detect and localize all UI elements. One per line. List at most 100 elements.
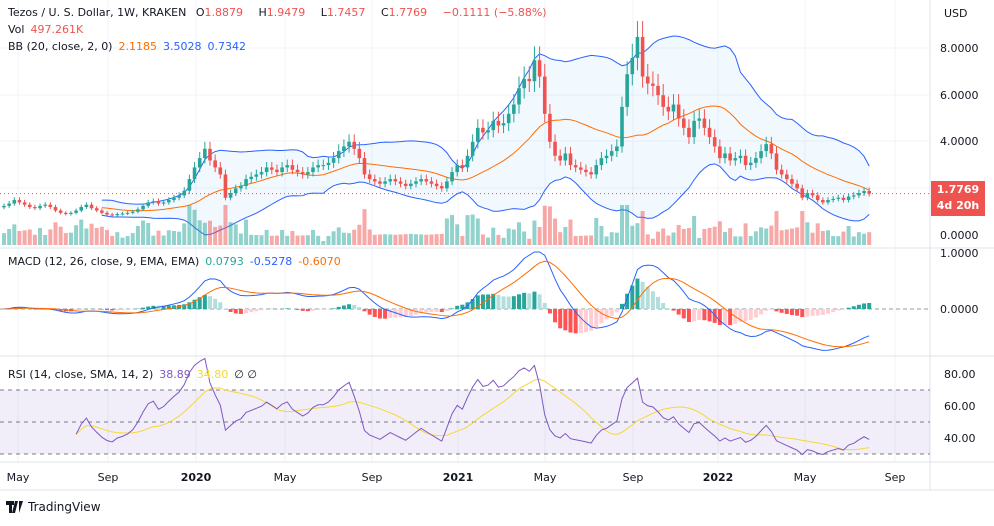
candle	[785, 174, 789, 180]
candle	[161, 202, 166, 204]
volume-bar	[171, 231, 176, 245]
volume-bar	[295, 235, 300, 245]
candle	[630, 57, 635, 75]
macd-histogram-bar	[408, 309, 413, 317]
volume-label: Vol	[8, 23, 25, 36]
macd-histogram-bar	[501, 296, 506, 309]
candle	[326, 162, 331, 166]
macd-histogram-bar	[517, 294, 521, 309]
candle	[146, 202, 150, 206]
candle	[285, 165, 290, 168]
candle	[17, 200, 22, 203]
candle	[331, 158, 336, 163]
volume-bar	[491, 227, 496, 245]
macd-histogram-bar	[666, 308, 671, 309]
volume-bar	[676, 224, 681, 245]
macd-histogram-bar	[233, 309, 238, 314]
macd-histogram-bar	[656, 296, 661, 309]
volume-bar	[38, 227, 43, 245]
volume-bar	[202, 222, 207, 245]
volume-bar	[820, 231, 825, 245]
candle	[130, 211, 135, 213]
rsi-value: 38.89	[159, 368, 191, 381]
candle	[867, 191, 871, 194]
macd-histogram-bar	[851, 306, 856, 309]
candle	[579, 167, 583, 170]
macd-histogram-bar	[424, 309, 429, 313]
macd-histogram-bar	[480, 294, 485, 309]
volume-bar	[826, 230, 830, 245]
volume-bar	[17, 231, 22, 245]
volume-bar	[105, 229, 109, 245]
volume-bar	[527, 238, 532, 245]
macd-histogram-bar	[779, 309, 784, 313]
candle	[754, 158, 758, 163]
macd-histogram-bar	[815, 309, 820, 316]
volume-bar	[99, 226, 104, 245]
macd-value: -0.5278	[249, 255, 293, 268]
candle	[192, 167, 197, 180]
bb-basis-line	[101, 105, 870, 212]
candle	[800, 188, 805, 198]
macd-histogram-bar	[661, 303, 666, 309]
macd-histogram-bar	[717, 309, 722, 326]
candle	[728, 153, 732, 161]
macd-histogram-bar	[58, 309, 63, 311]
candle	[594, 165, 599, 175]
macd-histogram-bar	[826, 309, 830, 314]
volume-bar	[223, 205, 228, 245]
candle	[373, 179, 377, 182]
macd-histogram-bar	[712, 309, 717, 323]
candle	[537, 60, 542, 77]
candle	[167, 200, 171, 203]
candle	[805, 193, 810, 198]
macd-histogram-bar	[99, 309, 104, 310]
volume-bar	[166, 230, 171, 245]
volume-bar	[408, 233, 413, 245]
candle	[759, 151, 763, 159]
candle	[486, 130, 490, 133]
volume-bar	[115, 232, 120, 245]
volume-bar	[723, 231, 727, 245]
volume-bar	[460, 236, 465, 245]
volume-bar	[789, 228, 794, 245]
macd-histogram-bar	[769, 309, 774, 310]
candle	[862, 191, 866, 194]
volume-bar	[424, 234, 429, 245]
candle	[393, 179, 398, 182]
macd-histogram-bar	[511, 296, 516, 309]
volume-bar	[110, 235, 115, 245]
volume-bar	[681, 229, 686, 245]
candle	[300, 172, 305, 175]
volume-bar	[671, 232, 676, 245]
volume-bar	[728, 228, 733, 245]
candle	[336, 151, 341, 159]
candle	[424, 179, 429, 182]
volume-bar	[269, 235, 274, 245]
volume-bar	[285, 235, 290, 245]
volume-bar	[779, 230, 784, 245]
volume-bar	[795, 227, 800, 245]
macd-signal-value: -0.6070	[298, 255, 341, 268]
volume-bar	[414, 234, 418, 245]
macd-histogram-bar	[383, 309, 388, 319]
candle	[522, 78, 526, 89]
rsi-sma-value: 34.80	[196, 368, 229, 381]
candle	[620, 106, 624, 147]
volume-bar	[233, 224, 238, 245]
volume-bar	[218, 225, 223, 245]
candle	[259, 172, 264, 175]
macd-histogram-bar	[820, 309, 825, 315]
macd-histogram-bar	[357, 307, 362, 309]
time-axis-label: May	[7, 471, 30, 484]
volume-bar	[156, 230, 161, 245]
candle	[311, 167, 315, 173]
volume-bar	[831, 236, 836, 245]
volume-bar	[362, 209, 367, 245]
candle	[100, 210, 104, 213]
volume-bar	[517, 222, 521, 245]
volume-bar	[573, 236, 578, 245]
tradingview-logo[interactable]: TradingView	[6, 500, 101, 514]
open-label: O	[195, 6, 205, 19]
